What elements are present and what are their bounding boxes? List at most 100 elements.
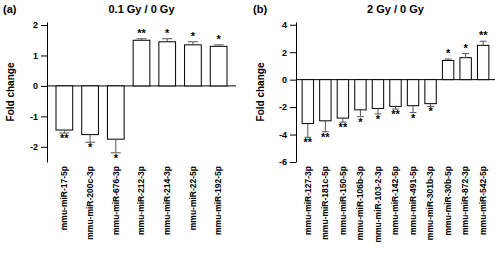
error-bar (304, 124, 311, 138)
x-tick: mmu-miR-200c-3p (85, 164, 95, 240)
y-tick-mark (290, 107, 296, 108)
x-tick: mmu-miR-301b-3p (425, 164, 435, 240)
error-bar (188, 42, 198, 45)
y-tick-mark (41, 86, 47, 87)
y-axis: -2-1012 (30, 20, 48, 162)
significance: * (358, 116, 363, 128)
y-tick-mark (290, 135, 296, 136)
y-tick-label: -1 (30, 112, 38, 122)
error-bar (214, 45, 224, 47)
significance: * (217, 33, 222, 45)
x-tick-label: mmu-miR-30b-5p (443, 166, 453, 235)
bar (302, 80, 313, 124)
y-tick-mark (41, 116, 47, 117)
x-tick-label: mmu-miR-200c-3p (85, 166, 95, 240)
error-line (483, 41, 484, 45)
x-tick: mmu-miR-212-3p (136, 164, 146, 235)
x-tick: mmu-miR-22-5p (188, 164, 198, 230)
y-tick: 2 (33, 20, 47, 30)
bar (185, 45, 202, 86)
significance: ** (321, 131, 330, 143)
error-line (115, 139, 116, 153)
y-tick: 0 (282, 75, 296, 85)
y-tick: 1 (33, 51, 47, 61)
panel-label: (b) (253, 3, 267, 15)
y-axis-label: Fold change (5, 62, 16, 121)
x-tick-label: mmu-miR-192-5p (213, 166, 223, 235)
x-tick-label: mmu-miR-214-3p (162, 166, 172, 235)
x-tick-label: mmu-miR-676-3p (111, 166, 121, 235)
y-tick-mark (290, 25, 296, 26)
bar (107, 86, 124, 139)
error-bar (445, 59, 452, 60)
y-tick-label: -6 (279, 157, 287, 167)
significance: * (411, 112, 416, 124)
significance: ** (137, 27, 146, 39)
error-bar (480, 41, 487, 45)
y-tick-label: -2 (279, 102, 287, 112)
error-bar (111, 139, 121, 153)
x-tick: mmu-miR-181c-5p (320, 164, 330, 240)
panel-label: (a) (3, 3, 17, 15)
x-tick: mmu-miR-214-3p (162, 164, 172, 235)
significance: * (191, 30, 196, 42)
significance: ** (479, 29, 488, 41)
x-axis: mmu-miR-17-5p mmu-miR-200c-3p mmu-miR-676-… (59, 164, 223, 240)
x-tick-label: mmu-miR-872-3p (460, 166, 470, 235)
x-tick-label: mmu-miR-150-5p (338, 166, 348, 235)
significance: * (88, 141, 93, 153)
bar (133, 40, 150, 86)
title: 0.1 Gy / 0 Gy (108, 3, 175, 15)
x-tick-label: mmu-miR-491-5p (408, 166, 418, 235)
y-tick: 4 (282, 20, 296, 30)
bar (56, 86, 73, 130)
y-tick-label: 1 (33, 51, 38, 61)
x-tick: mmu-miR-676-3p (111, 164, 121, 235)
x-tick-label: mmu-miR-181c-5p (320, 166, 330, 240)
y-tick-label: 0 (282, 75, 287, 85)
significance: ** (304, 136, 313, 148)
bar (337, 80, 348, 118)
bar (82, 86, 99, 135)
panel: (b)2 Gy / 0 GyFold change-6-4-2024mmu-mi… (253, 3, 495, 243)
bar (442, 60, 453, 79)
y-tick-label: 2 (282, 48, 287, 58)
y-axis: -6 -4 -2 0 2 4 (279, 20, 297, 167)
x-tick-label: mmu-miR-106b-3p (355, 166, 365, 240)
x-tick-label: mmu-miR-17-5p (59, 166, 69, 230)
significance: ** (339, 121, 348, 133)
bar (210, 46, 227, 86)
error-bar (136, 39, 146, 41)
y-tick-label: -2 (30, 142, 38, 152)
y-tick-label: -4 (279, 130, 287, 140)
bar (320, 80, 331, 121)
y-axis-label: Fold change (255, 62, 266, 121)
x-tick-label: mmu-miR-212-3p (136, 166, 146, 235)
x-tick: mmu-miR-872-3p (460, 164, 470, 235)
x-tick-label: mmu-miR-103-2-3p (373, 166, 383, 243)
x-tick: mmu-miR-150-5p (338, 164, 348, 235)
y-tick-label: 4 (282, 20, 287, 30)
bar (159, 42, 176, 86)
bar (407, 80, 418, 106)
y-tick-mark (290, 162, 296, 163)
significance: ** (60, 132, 69, 144)
y-axis-line (296, 23, 297, 163)
y-tick: -2 (30, 142, 47, 152)
x-axis: mmu-miR-127-3p mmu-miR-181c-5p mmu-miR-150… (303, 164, 488, 243)
x-tick: mmu-miR-30b-5p (443, 164, 453, 235)
error-line (465, 54, 466, 58)
significance: ** (391, 108, 400, 120)
significance: * (165, 27, 170, 39)
y-tick: -4 (279, 130, 296, 140)
x-tick: mmu-miR-103-2-3p (373, 164, 383, 243)
x-tick: mmu-miR-127-3p (303, 164, 313, 235)
x-tick-label: mmu-miR-22-5p (188, 166, 198, 230)
plot-area (47, 39, 236, 153)
y-axis-line (47, 23, 48, 163)
figure: (a) 0.1 Gy / 0 Gy Fold change -2 -1 0 1 2 mmu-mi… (0, 0, 500, 276)
plot-area (296, 41, 495, 137)
bar (390, 80, 401, 107)
significance: * (376, 113, 381, 125)
x-tick: mmu-miR-106b-3p (355, 164, 365, 240)
